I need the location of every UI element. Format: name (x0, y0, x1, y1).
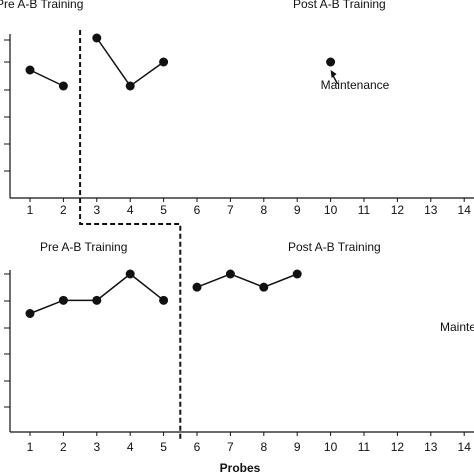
post-training-label: Post A-B Training (288, 240, 381, 254)
phase-change-line (79, 30, 182, 440)
data-point (159, 57, 169, 67)
data-point (58, 81, 68, 91)
x-tick-label: 13 (424, 203, 438, 217)
data-point (159, 295, 169, 305)
maintenance-label: Maintenance (321, 78, 390, 92)
x-tick-label: 10 (324, 440, 338, 454)
x-tick-label: 7 (227, 203, 234, 217)
phase-change-dashed-line (79, 30, 182, 440)
x-tick-label: 4 (127, 440, 134, 454)
x-tick-label: 4 (127, 203, 134, 217)
data-point (125, 81, 135, 91)
data-point (259, 282, 269, 292)
x-tick-label: 6 (194, 440, 201, 454)
x-tick-label: 13 (424, 440, 438, 454)
x-tick-label: 14 (458, 203, 472, 217)
x-tick-label: 5 (160, 440, 167, 454)
x-tick-label: 3 (93, 440, 100, 454)
x-axis-title: Probes (220, 461, 261, 474)
x-tick-label: 2 (60, 203, 67, 217)
x-tick-label: 5 (160, 203, 167, 217)
series-line (29, 273, 165, 315)
series-line (96, 37, 165, 88)
x-tick-label: 1 (27, 203, 34, 217)
x-tick-label: 8 (260, 203, 267, 217)
x-tick-label: 3 (93, 203, 100, 217)
data-point (225, 269, 235, 279)
data-point (326, 57, 336, 67)
x-tick-label: 2 (60, 440, 67, 454)
x-tick-label: 8 (260, 440, 267, 454)
data-point (292, 269, 302, 279)
x-tick-label: 6 (194, 203, 201, 217)
pre-training-label: Pre A-B Training (0, 0, 83, 11)
x-tick-label: 11 (358, 440, 371, 454)
x-tick-label: 10 (324, 203, 338, 217)
data-point (25, 309, 35, 318)
series-line (29, 69, 64, 87)
x-tick-label: 14 (458, 440, 472, 454)
maintenance-label: Mainte (440, 320, 474, 334)
data-point (125, 269, 135, 279)
x-tick-label: 12 (391, 440, 405, 454)
data-point (192, 282, 202, 292)
series-line (196, 273, 298, 288)
data-point (25, 65, 35, 75)
x-tick-label: 9 (294, 203, 301, 217)
pre-training-label: Pre A-B Training (40, 240, 127, 254)
maintenance-arrowhead (330, 70, 337, 78)
data-point (92, 33, 102, 43)
x-tick-label: 11 (358, 203, 371, 217)
x-tick-label: 9 (294, 440, 301, 454)
data-point (58, 295, 68, 305)
x-tick-label: 1 (27, 440, 34, 454)
x-tick-label: 7 (227, 440, 234, 454)
x-tick-label: 12 (391, 203, 405, 217)
data-point (92, 295, 102, 305)
post-training-label: Post A-B Training (293, 0, 386, 11)
